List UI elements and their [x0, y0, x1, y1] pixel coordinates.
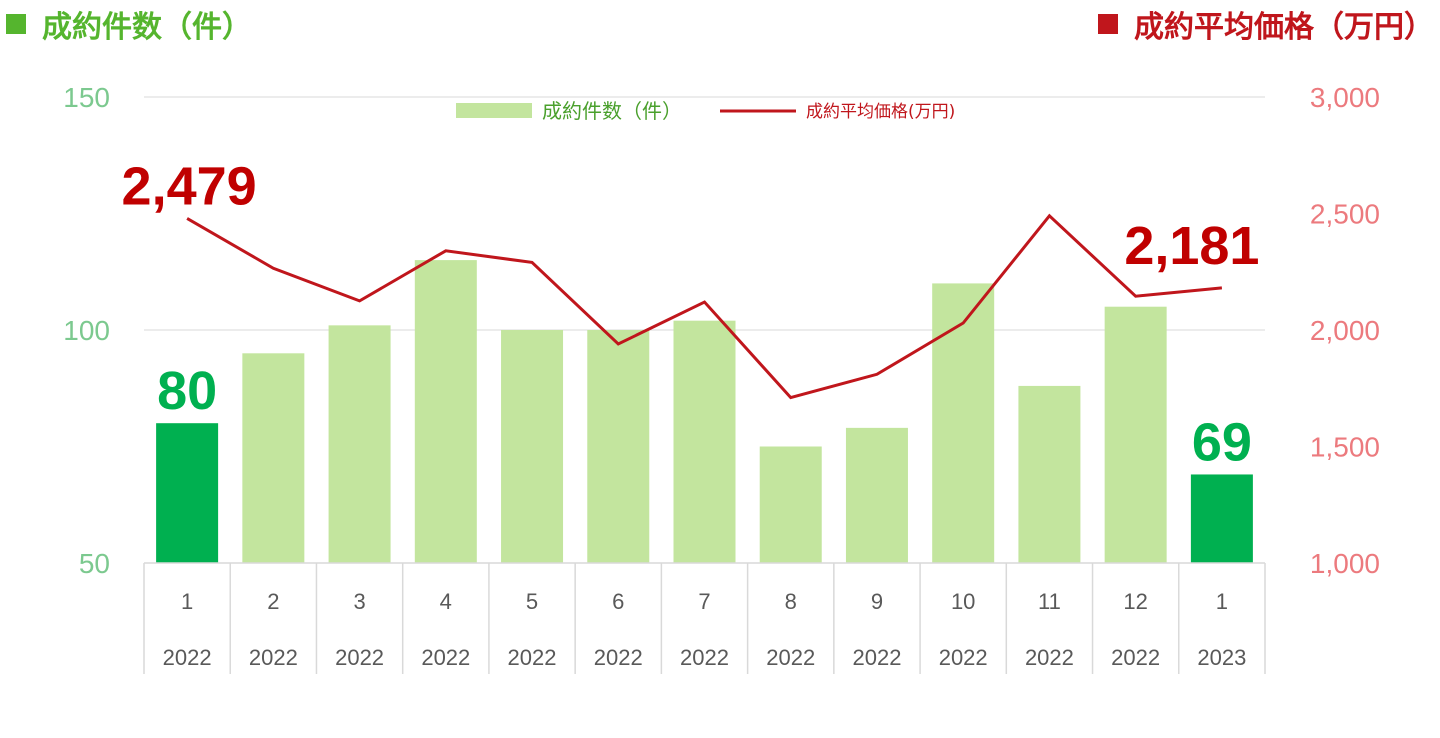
x-tick-month: 2 [267, 589, 279, 614]
x-tick-year: 2022 [508, 645, 557, 670]
data-label: 2,181 [1124, 216, 1259, 276]
x-tick-year: 2022 [1111, 645, 1160, 670]
y-right-tick: 2,000 [1310, 315, 1380, 346]
bar-5 [501, 330, 564, 563]
x-tick-month: 11 [1038, 589, 1061, 614]
bar-1 [156, 423, 219, 563]
x-tick-year: 2022 [852, 645, 901, 670]
bars-group [156, 260, 1253, 563]
x-tick-year: 2022 [766, 645, 815, 670]
x-tick-month: 6 [612, 589, 624, 614]
bar-9 [845, 427, 908, 563]
bar-11 [1018, 385, 1081, 563]
x-tick-month: 10 [951, 589, 975, 614]
gridlines [144, 96, 1265, 331]
bar-7 [673, 320, 736, 563]
x-tick-year: 2022 [680, 645, 729, 670]
data-label: 69 [1192, 412, 1252, 472]
y-left-tick: 150 [63, 82, 110, 113]
x-tick-month: 1 [1216, 589, 1228, 614]
axis-ticks: 50 100 150 1,000 1,500 2,000 2,500 3,000 [63, 82, 1380, 579]
right-axis-title-text: 成約平均価格（万円） [1134, 10, 1434, 45]
y-left-tick: 50 [79, 548, 110, 579]
x-tick-month: 8 [785, 589, 797, 614]
legend-bar-swatch [456, 103, 532, 118]
bar-8 [759, 446, 822, 563]
data-label: 80 [157, 361, 217, 421]
x-tick-month: 7 [698, 589, 710, 614]
bar-6 [587, 330, 650, 563]
y-right-tick: 1,500 [1310, 432, 1380, 463]
data-annotations: 80 69 2,479 2,181 [122, 156, 1260, 472]
y-right-tick: 3,000 [1310, 82, 1380, 113]
x-tick-year: 2022 [594, 645, 643, 670]
right-axis-title: 成約平均価格（万円） [1098, 2, 1434, 46]
bar-12 [1104, 306, 1167, 563]
legend-bar-label: 成約件数（件） [542, 99, 682, 123]
line-series-group [186, 213, 1223, 400]
legend: 成約件数（件） 成約平均価格(万円) [456, 99, 955, 123]
y-right-tick: 1,000 [1310, 548, 1380, 579]
bar-10 [932, 283, 995, 563]
x-tick-year: 2023 [1197, 645, 1246, 670]
left-axis-title: 成約件数（件） [6, 2, 252, 46]
left-axis-title-text: 成約件数（件） [42, 10, 252, 45]
x-tick-month: 4 [440, 589, 452, 614]
bar-13 [1190, 474, 1253, 563]
x-tick-year: 2022 [163, 645, 212, 670]
x-tick-year: 2022 [335, 645, 384, 670]
y-left-tick: 100 [63, 315, 110, 346]
x-tick-year: 2022 [1025, 645, 1074, 670]
x-tick-month: 1 [181, 589, 193, 614]
bar-legend-square-icon [6, 14, 26, 34]
x-tick-month: 3 [353, 589, 365, 614]
x-tick-month: 9 [871, 589, 883, 614]
category-axis-table: 1 2022 2 2022 3 2022 4 2022 5 2022 6 2022 7 2022 8 2022… [143, 562, 1266, 674]
bar-2 [242, 353, 305, 563]
bar-3 [328, 325, 391, 563]
line-legend-square-icon [1098, 14, 1118, 34]
data-label: 2,479 [122, 156, 257, 216]
y-right-tick: 2,500 [1310, 199, 1380, 230]
bar-4 [414, 260, 477, 563]
x-tick-year: 2022 [421, 645, 470, 670]
x-tick-month: 12 [1123, 589, 1147, 614]
x-tick-month: 5 [526, 589, 538, 614]
x-tick-year: 2022 [249, 645, 298, 670]
legend-line-label: 成約平均価格(万円) [806, 102, 955, 122]
x-tick-year: 2022 [939, 645, 988, 670]
